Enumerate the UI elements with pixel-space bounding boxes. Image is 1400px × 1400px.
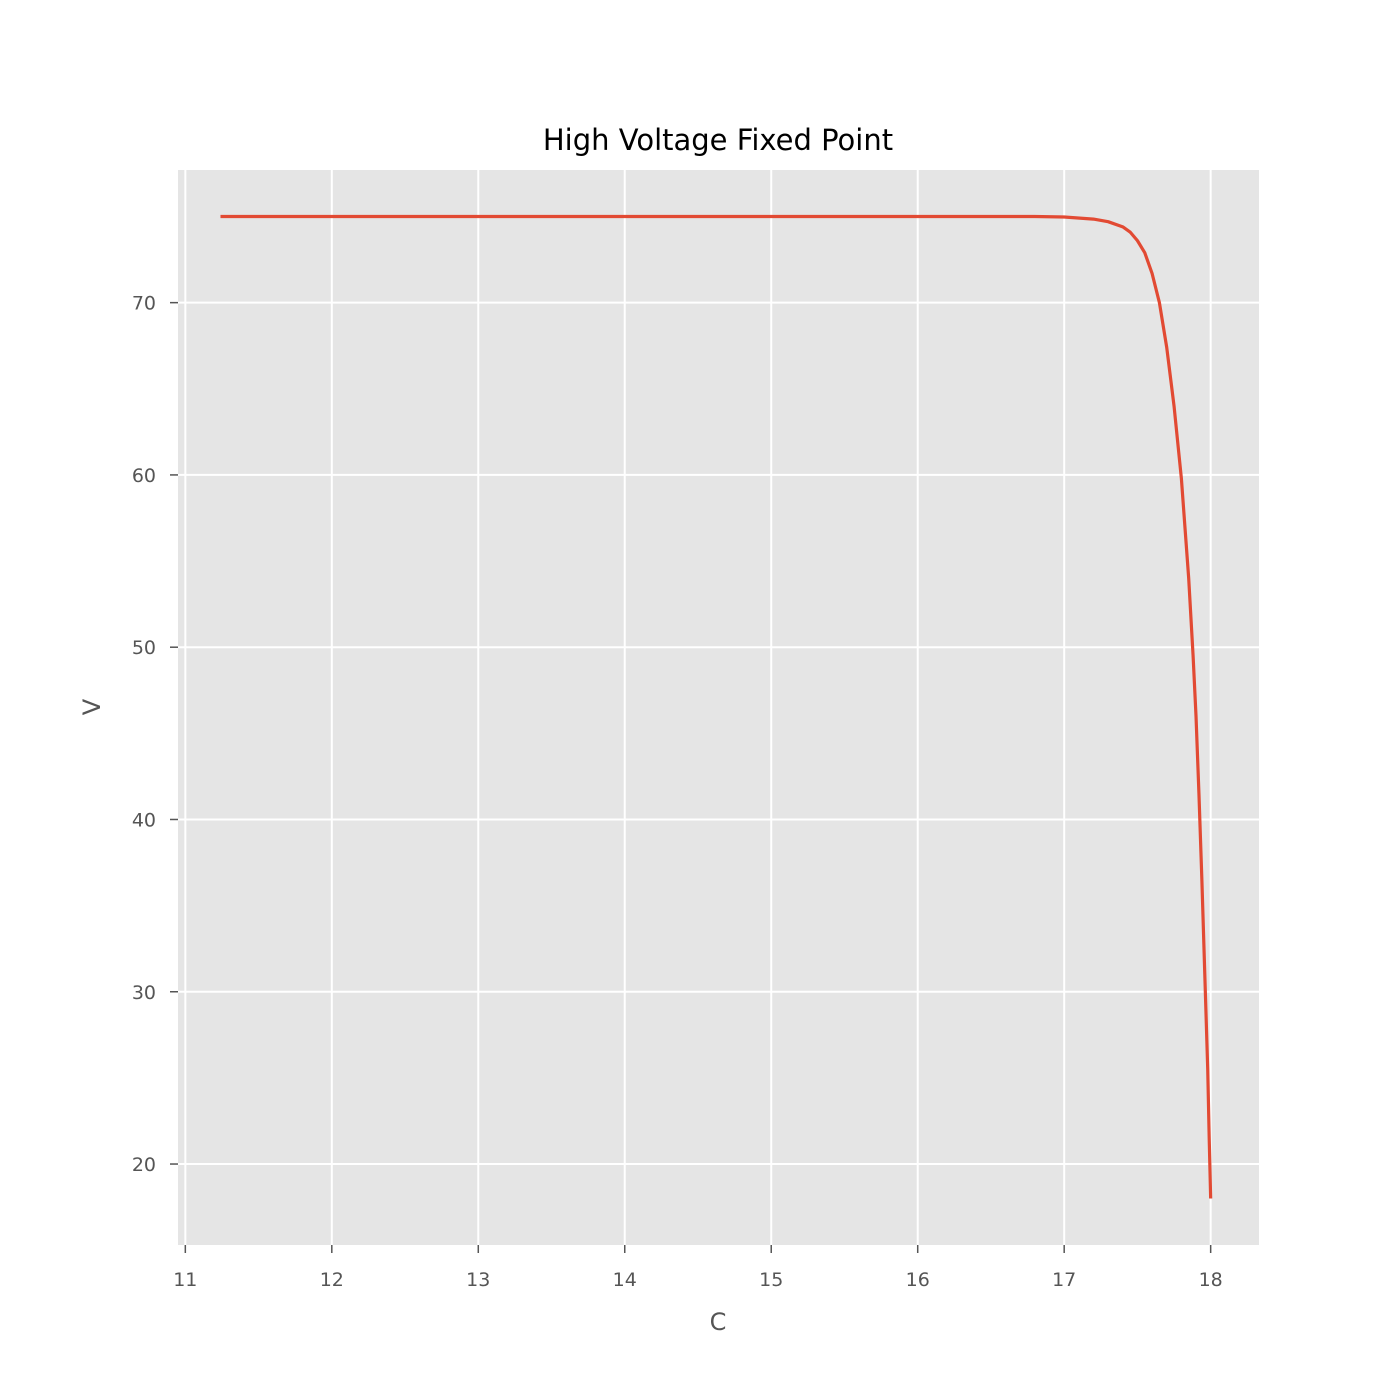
x-tick-label: 18 (1199, 1269, 1223, 1291)
x-tick-label: 13 (466, 1269, 490, 1291)
y-tick-label: 70 (132, 293, 156, 315)
x-tick-label: 15 (759, 1269, 783, 1291)
y-tick-label: 40 (132, 809, 156, 831)
grid-lines (178, 170, 1259, 1245)
y-tick-label: 50 (132, 637, 156, 659)
x-tick-label: 17 (1052, 1269, 1076, 1291)
y-tick-label: 20 (132, 1154, 156, 1176)
y-axis-label: V (78, 698, 106, 715)
x-axis-label: C (710, 1308, 727, 1336)
series-line (220, 214, 1213, 1199)
x-tick-label: 14 (613, 1269, 637, 1291)
y-tick-label: 30 (132, 982, 156, 1004)
x-tick-label: 11 (173, 1269, 197, 1291)
series-layer (220, 214, 1213, 1199)
x-tick-label: 12 (320, 1269, 344, 1291)
x-tick-label: 16 (906, 1269, 930, 1291)
tick-layer: 11 12 13 14 15 16 17 18 20 30 40 50 60 70 (132, 293, 1223, 1291)
y-tick-label: 60 (132, 465, 156, 487)
plot-area (178, 170, 1259, 1245)
chart-title: High Voltage Fixed Point (543, 123, 893, 157)
